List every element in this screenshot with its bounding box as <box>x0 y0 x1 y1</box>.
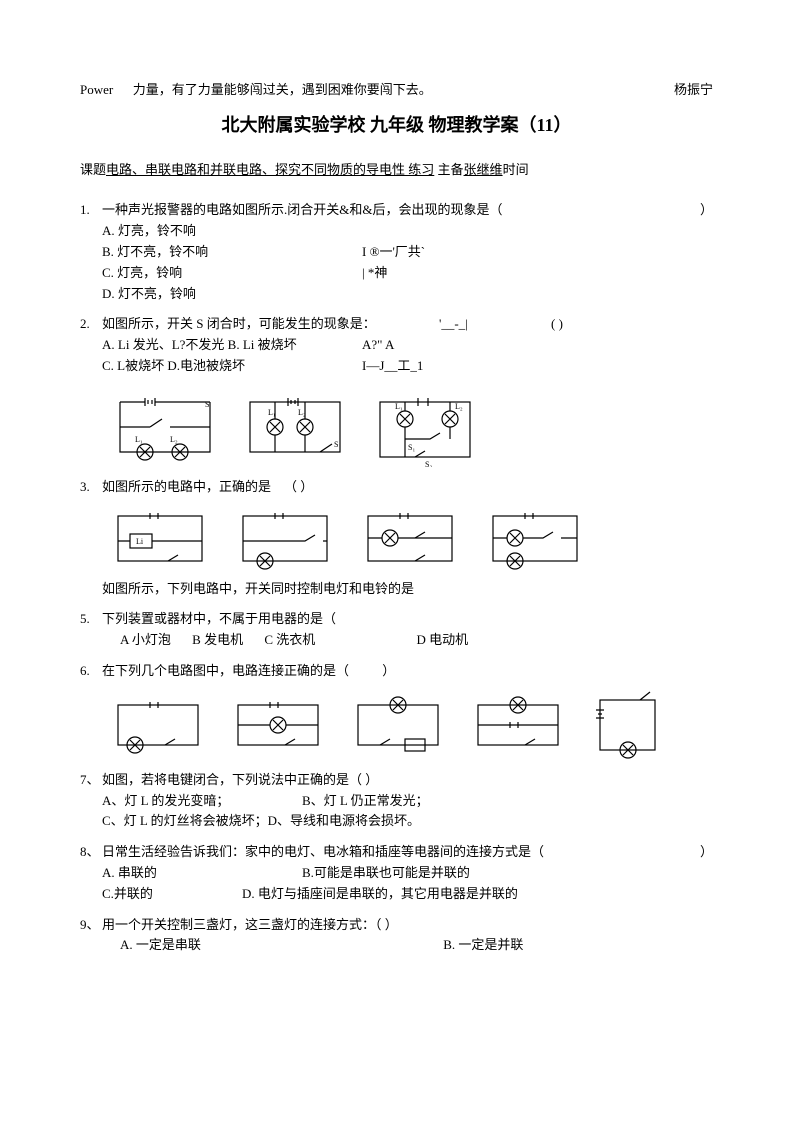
q3-num: 3. <box>80 477 102 498</box>
svg-text:L₂: L₂ <box>170 435 178 444</box>
q8-opt-c: C.并联的 <box>102 884 242 905</box>
question-2: 2. 如图所示，开关 S 闭合时，可能发生的现象是： '__-_| ( ) A.… <box>80 314 713 376</box>
circuit-diagram-icon <box>110 695 205 755</box>
q7-text: 如图，若将电键闭合，下列说法中正确的是（ ） <box>102 770 713 791</box>
q1-opt-c: C. 灯亮，铃响 <box>102 263 362 284</box>
circuit-row-3 <box>110 690 713 760</box>
circuit-diagram-icon <box>230 695 325 755</box>
q2-opt-a: A. Li 发光、L?不发光 B. Li 被烧坏 <box>102 335 362 356</box>
q1-num: 1. <box>80 200 102 221</box>
subtitle-line: 课题电路、串联电路和并联电路、探究不同物质的导电性 练习 主备张继维时间 <box>80 160 713 181</box>
q1-b-right: I ®一'厂共` <box>362 242 713 263</box>
q2-paren: ( ) <box>551 316 563 331</box>
page-title: 北大附属实验学校 九年级 物理教学案（11） <box>80 111 713 140</box>
q8-paren: ） <box>700 842 713 863</box>
circuit-diagram-icon <box>485 506 585 571</box>
header-right: 杨振宁 <box>674 80 713 101</box>
q5-opt-a: A 小灯泡 <box>120 632 171 647</box>
q2-a-right: A?" A <box>362 335 713 356</box>
question-9: 9、 用一个开关控制三盏灯，这三盏灯的连接方式：（ ） A. 一定是串联 B. … <box>80 915 713 957</box>
q5-opt-b: B 发电机 <box>192 632 243 647</box>
circuit-diagram-icon <box>590 690 665 760</box>
q1-opt-b: B. 灯不亮，铃不响 <box>102 242 362 263</box>
q1-opt-d: D. 灯不亮，铃响 <box>102 284 713 305</box>
q9-opt-b: B. 一定是并联 <box>443 937 523 952</box>
svg-text:S: S <box>334 440 338 449</box>
q8-opt-b: B.可能是串联也可能是并联的 <box>302 865 470 880</box>
svg-text:L₂: L₂ <box>298 408 306 417</box>
svg-text:L₁: L₁ <box>135 435 143 444</box>
question-8: 8、 日常生活经验告诉我们：家中的电灯、电冰箱和插座等电器间的连接方式是（ ） … <box>80 842 713 904</box>
q6-text: 在下列几个电路图中，电路连接正确的是（ <box>102 663 349 678</box>
q1-text: 一种声光报警器的电路如图所示.闭合开关&和&后，会出现的现象是（ <box>102 202 502 217</box>
q6-paren: ） <box>382 663 395 678</box>
svg-text:L₁: L₁ <box>395 402 403 411</box>
q1-paren: ） <box>700 200 713 221</box>
q2-opt-c: C. L被烧坏 D.电池被烧坏 <box>102 356 362 377</box>
q5-opt-d: D 电动机 <box>417 632 469 647</box>
svg-text:S₁: S₁ <box>408 443 415 452</box>
q8-text: 日常生活经验告诉我们：家中的电灯、电冰箱和插座等电器间的连接方式是（ <box>102 844 544 859</box>
topic-text: 电路、串联电路和并联电路、探究不同物质的导电性 练习 <box>106 162 434 177</box>
question-1: 1. 一种声光报警器的电路如图所示.闭合开关&和&后，会出现的现象是（ ） A.… <box>80 200 713 304</box>
circuit-diagram-icon: L₁ L₂ S <box>110 387 220 467</box>
circuit-diagram-icon <box>360 506 460 571</box>
header-left-text: 力量，有了力量能够闯过关，遇到困难你要闯下去。 <box>133 82 432 97</box>
question-6: 6. 在下列几个电路图中，电路连接正确的是（ ） <box>80 661 713 682</box>
label-editor: 主备 <box>438 162 464 177</box>
q3-text: 如图所示的电路中，正确的是 <box>102 479 271 494</box>
circuit-row-2: Li <box>110 506 713 571</box>
header-left-word: Power <box>80 82 113 97</box>
header-line: Power 力量，有了力量能够闯过关，遇到困难你要闯下去。 杨振宁 <box>80 80 713 101</box>
label-topic: 课题 <box>80 162 106 177</box>
q5-text: 下列装置或器材中，不属于用电器的是（ <box>102 609 713 630</box>
circuit-diagram-icon: L₁ L₂ S <box>240 387 350 467</box>
q5-num: 5. <box>80 609 102 630</box>
circuit-diagram-icon <box>470 695 565 755</box>
q6-num: 6. <box>80 661 102 682</box>
q2-text: 如图所示，开关 S 闭合时，可能发生的现象是： <box>102 316 376 331</box>
label-time: 时间 <box>503 162 529 177</box>
circuit-diagram-icon: L₁ L₂ S₁ S₂ <box>370 387 480 467</box>
circuit-row-1: L₁ L₂ S L₁ L₂ S <box>110 387 713 467</box>
q3-sub: 如图所示，下列电路中，开关同时控制电灯和电铃的是 <box>102 579 713 600</box>
q2-blank: '__-_| <box>439 316 468 331</box>
q2-num: 2. <box>80 314 102 335</box>
q9-text: 用一个开关控制三盏灯，这三盏灯的连接方式：（ ） <box>102 915 713 936</box>
svg-text:L₁: L₁ <box>268 408 276 417</box>
question-3: 3. 如图所示的电路中，正确的是 （ ） <box>80 477 713 498</box>
q8-num: 8、 <box>80 842 102 863</box>
q8-opt-a: A. 串联的 <box>102 863 302 884</box>
q5-opt-c: C 洗衣机 <box>264 632 315 647</box>
q3-paren: （ ） <box>284 479 313 494</box>
q7-opt-b: B、灯 L 仍正常发光； <box>302 793 429 808</box>
q7-opt-c: C、灯 L 的灯丝将会被烧坏；D、导线和电源将会损坏。 <box>102 811 713 832</box>
svg-text:S: S <box>205 400 209 409</box>
question-7: 7、 如图，若将电键闭合，下列说法中正确的是（ ） A、灯 L 的发光变暗；B、… <box>80 770 713 832</box>
svg-text:S₂: S₂ <box>425 460 432 467</box>
q2-c-right: I—J__工_1 <box>362 356 713 377</box>
question-5: 5. 下列装置或器材中，不属于用电器的是（ A 小灯泡 B 发电机 C 洗衣机 … <box>80 609 713 651</box>
q9-opt-a: A. 一定是串联 <box>120 935 440 956</box>
svg-text:Li: Li <box>136 537 144 546</box>
editor-text: 张继维 <box>464 162 503 177</box>
svg-text:L₂: L₂ <box>455 402 463 411</box>
q8-opt-d: D. 电灯与插座间是串联的，其它用电器是并联的 <box>242 886 518 901</box>
q1-opt-a: A. 灯亮，铃不响 <box>102 221 713 242</box>
q9-num: 9、 <box>80 915 102 936</box>
circuit-diagram-icon: Li <box>110 506 210 571</box>
circuit-diagram-icon <box>350 695 445 755</box>
q7-num: 7、 <box>80 770 102 791</box>
circuit-diagram-icon <box>235 506 335 571</box>
q7-opt-a: A、灯 L 的发光变暗； <box>102 791 302 812</box>
q1-c-right: | *神 <box>362 263 713 284</box>
